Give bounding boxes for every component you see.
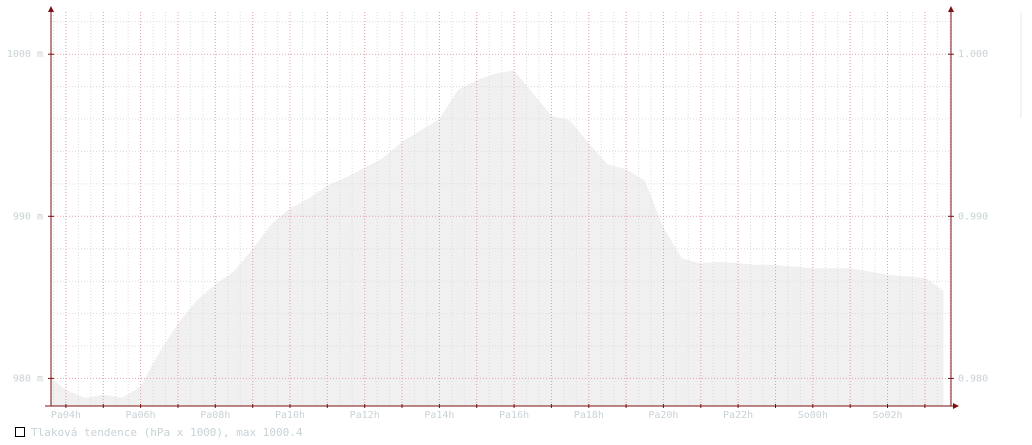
x-tick-label: Pa16h	[499, 410, 529, 421]
area-layer	[51, 70, 944, 407]
area-series-0	[51, 70, 944, 407]
x-tick-label: So02h	[872, 410, 902, 421]
y-left-tick-label: 1000 m	[7, 49, 43, 60]
x-tick-label: Pa06h	[126, 410, 156, 421]
legend-label: Tlaková tendence (hPa x 1000), max 1000.…	[31, 425, 303, 439]
y-axis-right-arrow	[948, 6, 954, 12]
legend: Tlaková tendence (hPa x 1000), max 1000.…	[15, 425, 303, 439]
grid-layer	[51, 12, 951, 406]
x-tick-label: Pa22h	[723, 410, 753, 421]
y-left-tick-label: 980 m	[13, 373, 43, 384]
x-tick-label: Pa10h	[275, 410, 305, 421]
y-right-tick-label: 0.980	[958, 373, 988, 384]
x-tick-label: Pa08h	[200, 410, 230, 421]
x-tick-label: Pa04h	[51, 410, 81, 421]
x-tick-label: So00h	[798, 410, 828, 421]
label-layer: 980 m 990 m 1000 m 0.980 0.990 1.000 Pa04h Pa06…	[7, 49, 988, 421]
x-tick-label: Pa20h	[648, 410, 678, 421]
x-axis-arrow	[953, 403, 959, 409]
axis-layer	[45, 6, 959, 409]
x-tick-label: Pa12h	[350, 410, 380, 421]
x-tick-label: Pa18h	[574, 410, 604, 421]
watermark-text	[1020, 12, 1022, 118]
y-right-tick-label: 1.000	[958, 49, 988, 60]
x-tick-label: Pa14h	[424, 410, 454, 421]
legend-swatch	[15, 427, 25, 437]
y-axis-left-arrow	[48, 6, 54, 12]
y-left-tick-label: 990 m	[13, 211, 43, 222]
y-right-tick-label: 0.990	[958, 211, 988, 222]
